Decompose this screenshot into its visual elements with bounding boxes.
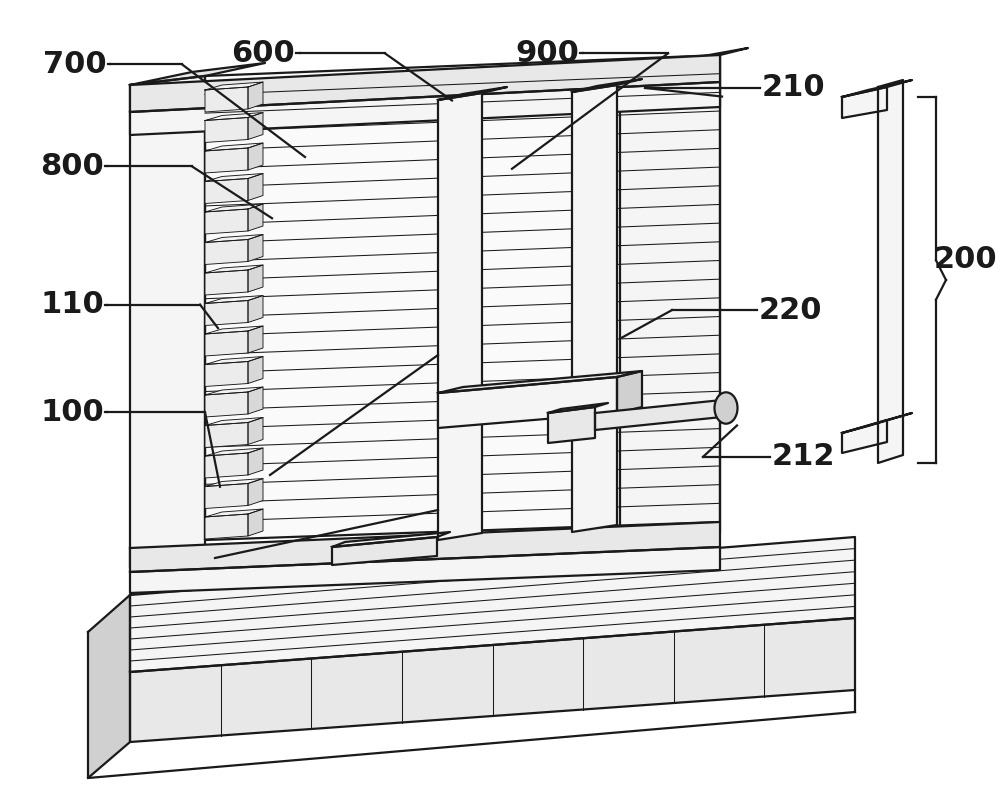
Polygon shape (438, 371, 642, 393)
Polygon shape (205, 509, 263, 517)
Polygon shape (620, 55, 720, 550)
Polygon shape (332, 532, 450, 547)
Polygon shape (205, 55, 720, 540)
Polygon shape (130, 522, 720, 572)
Polygon shape (205, 143, 263, 151)
Polygon shape (248, 326, 263, 353)
Polygon shape (205, 331, 248, 356)
Polygon shape (438, 93, 482, 540)
Polygon shape (548, 407, 595, 443)
Polygon shape (248, 235, 263, 261)
Polygon shape (248, 143, 263, 170)
Polygon shape (205, 514, 248, 539)
Polygon shape (88, 595, 130, 778)
Text: 600: 600 (231, 39, 295, 68)
Polygon shape (205, 392, 248, 417)
Text: 110: 110 (40, 290, 104, 319)
Polygon shape (205, 209, 248, 234)
Polygon shape (205, 87, 248, 112)
Polygon shape (248, 448, 263, 475)
Polygon shape (248, 356, 263, 384)
Text: 700: 700 (43, 50, 107, 78)
Polygon shape (205, 362, 248, 386)
Polygon shape (130, 76, 205, 568)
Polygon shape (595, 400, 722, 430)
Polygon shape (130, 82, 720, 135)
Polygon shape (205, 448, 263, 456)
Polygon shape (438, 377, 617, 428)
Polygon shape (248, 204, 263, 231)
Polygon shape (130, 618, 855, 742)
Polygon shape (842, 80, 912, 97)
Polygon shape (205, 484, 248, 509)
Polygon shape (205, 82, 263, 90)
Polygon shape (130, 63, 265, 85)
Polygon shape (205, 479, 263, 487)
Polygon shape (205, 326, 263, 334)
Polygon shape (248, 265, 263, 292)
Text: 210: 210 (761, 74, 825, 102)
Polygon shape (572, 79, 642, 92)
Ellipse shape (714, 392, 738, 424)
Polygon shape (438, 87, 507, 100)
Polygon shape (205, 112, 263, 121)
Polygon shape (205, 235, 263, 243)
Text: 212: 212 (771, 443, 835, 471)
Polygon shape (842, 413, 912, 433)
Text: 220: 220 (758, 296, 822, 324)
Polygon shape (130, 55, 720, 112)
Polygon shape (248, 112, 263, 140)
Polygon shape (842, 420, 887, 453)
Polygon shape (205, 418, 263, 425)
Polygon shape (205, 422, 248, 447)
Polygon shape (332, 537, 437, 565)
Polygon shape (205, 387, 263, 395)
Text: 800: 800 (40, 152, 104, 181)
Polygon shape (205, 178, 248, 203)
Polygon shape (248, 295, 263, 323)
Polygon shape (878, 80, 903, 463)
Polygon shape (130, 537, 855, 672)
Polygon shape (205, 356, 263, 364)
Polygon shape (248, 479, 263, 506)
Polygon shape (248, 387, 263, 414)
Polygon shape (205, 301, 248, 326)
Polygon shape (205, 265, 263, 273)
Polygon shape (205, 118, 248, 143)
Polygon shape (205, 173, 263, 181)
Polygon shape (842, 87, 887, 118)
Polygon shape (620, 48, 748, 73)
Polygon shape (130, 547, 720, 593)
Polygon shape (205, 453, 248, 478)
Polygon shape (548, 403, 608, 413)
Polygon shape (205, 270, 248, 295)
Polygon shape (205, 148, 248, 173)
Polygon shape (205, 239, 248, 265)
Text: 100: 100 (40, 398, 104, 426)
Polygon shape (248, 82, 263, 109)
Polygon shape (572, 85, 617, 532)
Polygon shape (248, 418, 263, 444)
Polygon shape (205, 204, 263, 212)
Text: 200: 200 (933, 245, 997, 273)
Polygon shape (617, 371, 642, 413)
Polygon shape (205, 295, 263, 304)
Polygon shape (248, 173, 263, 200)
Text: 900: 900 (515, 39, 579, 68)
Polygon shape (248, 509, 263, 536)
